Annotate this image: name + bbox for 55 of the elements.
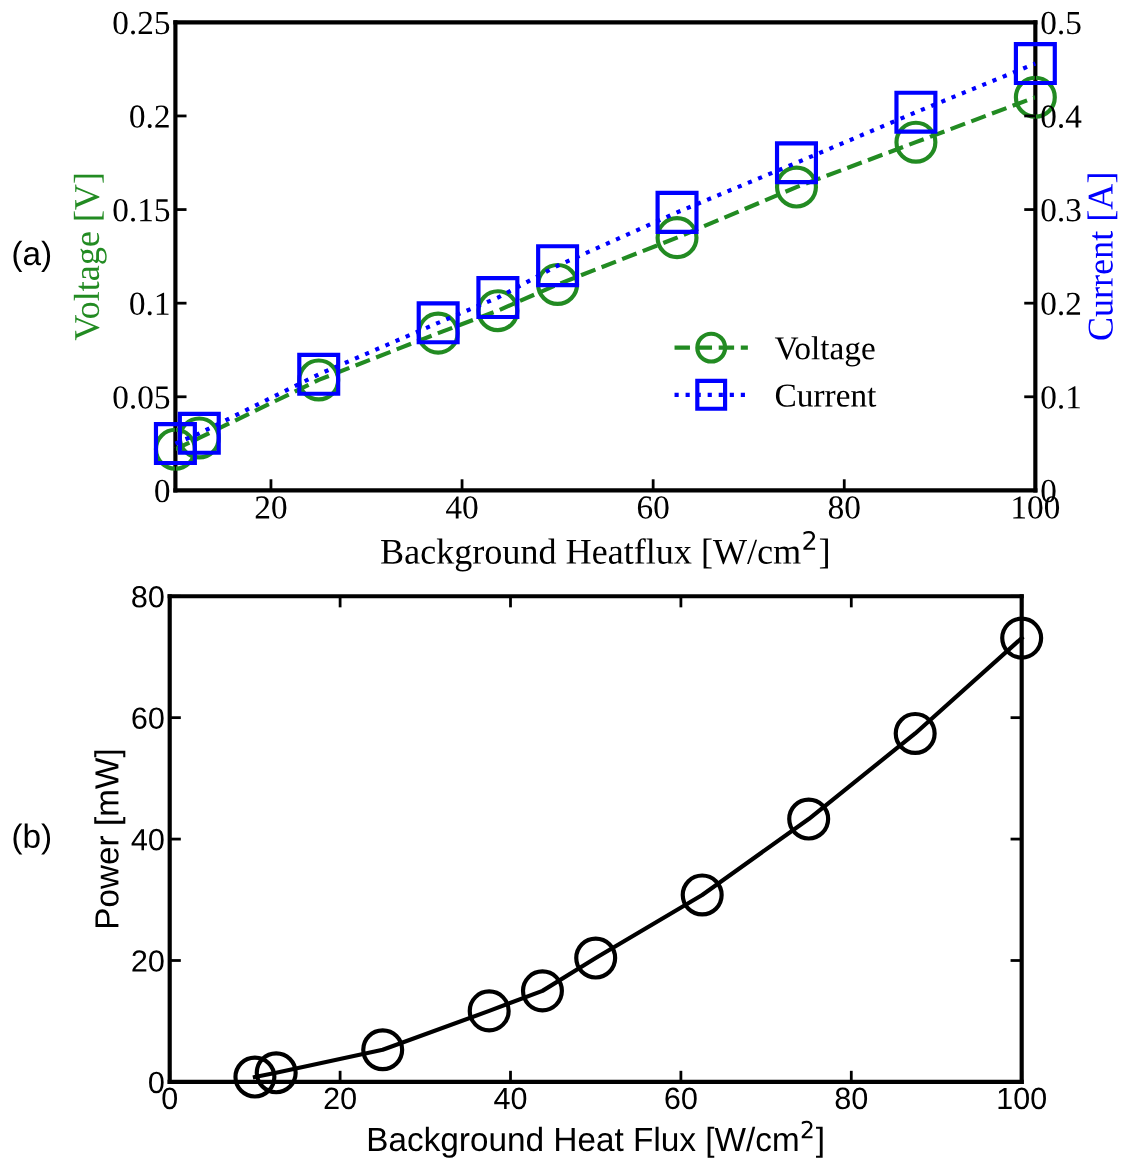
- point: [476, 276, 520, 320]
- point: [787, 797, 831, 841]
- point: [574, 936, 618, 980]
- x-tick-label: 40: [494, 1087, 527, 1110]
- y-tick-label: 0.2: [130, 105, 169, 128]
- x-tick-label: 60: [665, 1087, 697, 1110]
- point: [655, 216, 699, 260]
- point: [467, 989, 511, 1033]
- x-tick-label: 20: [255, 496, 287, 519]
- point: [297, 352, 341, 396]
- point: [536, 244, 580, 288]
- x-axis-title: Background Heatflux [W/cm$^{2}$]: [381, 531, 828, 572]
- point: [233, 1055, 277, 1099]
- y-tick-label: 20: [132, 950, 164, 972]
- y-tick-label: 0.1: [130, 292, 169, 316]
- y-tick-label: 0.15: [113, 198, 170, 222]
- y2-tick-label: 0.5: [1041, 11, 1081, 35]
- y-axis-title: Power [mW]: [94, 750, 126, 928]
- x-axis-title: Background Heat Flux [W/cm$^{2}$]: [368, 1120, 823, 1158]
- y-tick-label: 80: [132, 585, 164, 608]
- y2-tick-label: 0.1: [1041, 386, 1080, 409]
- point: [254, 1051, 298, 1095]
- y-tick-label: 40: [131, 828, 164, 851]
- point: [680, 873, 724, 917]
- y-tick-label: 0.25: [113, 11, 170, 35]
- point: [361, 1028, 405, 1072]
- point: [774, 141, 819, 185]
- point: [1013, 42, 1057, 86]
- point: [520, 969, 564, 1013]
- y2-tick-label: 0.3: [1041, 198, 1081, 222]
- y-tick-label: 0: [155, 479, 170, 503]
- point: [894, 90, 938, 134]
- y-tick-label: 0.05: [113, 386, 170, 409]
- y-axis-title: Voltage [V]: [73, 174, 107, 341]
- y2-axis-title: Current [A]: [1087, 174, 1118, 340]
- x-tick-label: 80: [835, 1087, 868, 1110]
- x-tick-label: 80: [828, 496, 860, 519]
- point: [893, 711, 937, 755]
- point: [894, 120, 938, 164]
- x-tick-label: 20: [324, 1087, 356, 1110]
- y2-tick-label: 0.2: [1041, 292, 1081, 316]
- y-tick-label: 60: [132, 707, 164, 730]
- legend-label: Current: [775, 384, 877, 407]
- point: [416, 301, 460, 345]
- x-tick-label: 60: [637, 496, 669, 519]
- text: (b): [13, 823, 51, 855]
- point: [655, 190, 699, 234]
- text: (a): [13, 240, 51, 272]
- point: [1000, 616, 1044, 660]
- point: [774, 165, 819, 209]
- y2-tick-label: 0.4: [1041, 105, 1082, 128]
- legend-label: Voltage: [774, 336, 875, 367]
- x-tick-label: 100: [998, 1087, 1046, 1110]
- x-tick-label: 40: [446, 496, 478, 519]
- y-tick-label: 0: [149, 1071, 164, 1094]
